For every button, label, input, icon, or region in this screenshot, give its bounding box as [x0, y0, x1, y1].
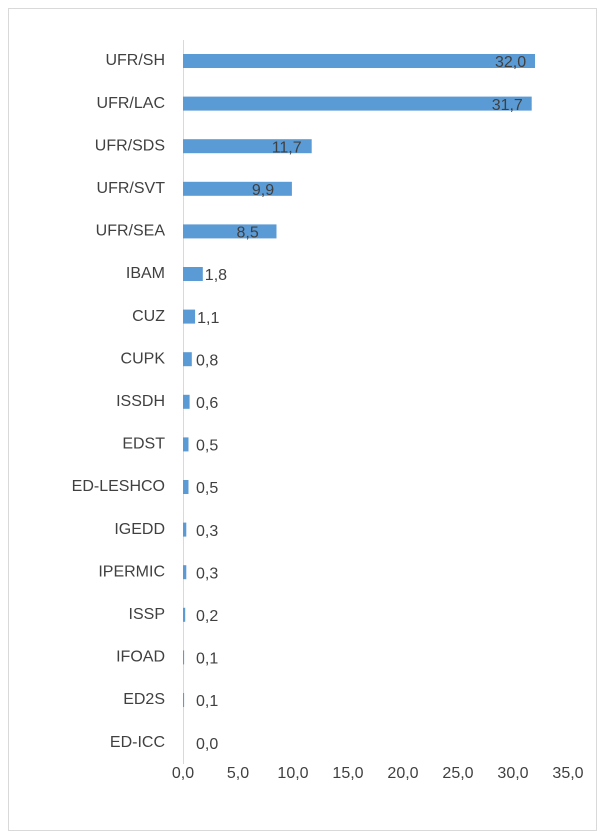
bar [183, 224, 277, 239]
data-label: 0,6 [196, 395, 218, 412]
data-label: 1,1 [197, 310, 219, 327]
data-label: 0,1 [196, 693, 218, 710]
bar [183, 352, 192, 367]
data-label: 8,5 [237, 225, 259, 242]
data-label: 32,0 [495, 54, 526, 71]
bar [183, 309, 196, 324]
bar [183, 54, 535, 68]
data-label: 0,2 [196, 608, 218, 625]
bar [183, 139, 312, 154]
x-tick-label: 15,0 [332, 765, 363, 782]
bar [183, 437, 189, 452]
y-tick-label: ED-ICC [110, 734, 165, 751]
y-tick-label: UFR/SDS [95, 137, 165, 154]
data-label: 0,0 [196, 736, 218, 753]
y-tick-label: IGEDD [114, 521, 165, 538]
data-label: 9,9 [252, 182, 274, 199]
bar [183, 394, 190, 409]
y-tick-label: UFR/SEA [96, 223, 166, 240]
x-tick-label: 10,0 [277, 765, 308, 782]
y-tick-label: UFR/SVT [97, 180, 166, 197]
x-tick-label: 20,0 [387, 765, 418, 782]
y-tick-label: UFR/SH [105, 52, 165, 69]
data-label: 1,8 [205, 267, 227, 284]
y-tick-label: IBAM [126, 265, 165, 282]
bar [183, 650, 185, 665]
x-tick-label: 30,0 [497, 765, 528, 782]
bar [183, 181, 292, 196]
data-label: 0,1 [196, 651, 218, 668]
y-tick-label: ISSDH [116, 393, 165, 410]
y-tick-label: UFR/LAC [97, 95, 165, 112]
data-label: 0,3 [196, 565, 218, 582]
data-label: 0,8 [196, 352, 218, 369]
y-tick-label: EDST [122, 436, 165, 453]
data-label: 0,5 [196, 438, 218, 455]
y-tick-label: IFOAD [116, 649, 165, 666]
y-tick-label: ED2S [123, 691, 165, 708]
data-label: 31,7 [492, 97, 523, 114]
bar [183, 607, 186, 622]
x-tick-label: 5,0 [227, 765, 249, 782]
bar [183, 96, 532, 111]
data-label: 0,5 [196, 480, 218, 497]
bar [183, 267, 203, 281]
y-tick-label: ED-LESHCO [72, 478, 165, 495]
x-tick-label: 25,0 [442, 765, 473, 782]
bar [183, 522, 187, 537]
y-tick-label: ISSP [129, 606, 165, 623]
y-tick-label: CUZ [132, 308, 165, 325]
x-tick-label: 0,0 [172, 765, 194, 782]
chart-border [8, 8, 597, 831]
x-tick-label: 35,0 [552, 765, 583, 782]
data-label: 11,7 [272, 139, 302, 156]
bar [183, 565, 187, 580]
y-tick-label: IPERMIC [98, 563, 165, 580]
y-tick-label: CUPK [121, 350, 166, 367]
data-label: 0,3 [196, 523, 218, 540]
bar [183, 480, 189, 494]
bar [183, 693, 185, 707]
